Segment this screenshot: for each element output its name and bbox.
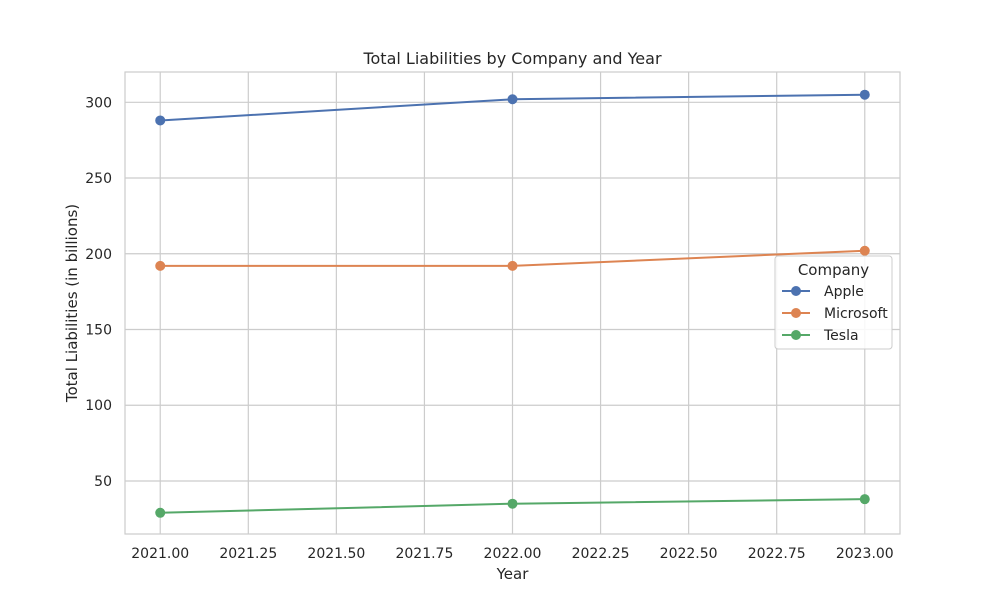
- series-tesla: [155, 494, 870, 518]
- legend-entries: Apple Microsoft Tesla: [782, 284, 888, 344]
- y-tick-label: 50: [94, 474, 112, 490]
- y-tick-label: 200: [85, 247, 112, 263]
- legend-box: [774, 255, 893, 350]
- legend-marker-apple: [791, 286, 801, 296]
- x-tick-label: 2021.25: [219, 546, 277, 562]
- y-tick-label: 100: [85, 398, 112, 414]
- y-axis-ticks: 50 100 150 200 250 300: [85, 95, 112, 490]
- data-point-tesla: [507, 498, 518, 509]
- data-point-apple: [155, 115, 166, 126]
- x-tick-label: 2021.75: [395, 546, 453, 562]
- x-tick-label: 2022.00: [484, 546, 542, 562]
- data-point-apple: [859, 89, 870, 100]
- legend-item-apple: Apple: [782, 284, 864, 300]
- y-tick-label: 300: [85, 95, 112, 111]
- x-axis-label: Year: [496, 565, 530, 583]
- legend-marker-microsoft: [791, 308, 801, 318]
- y-tick-label: 250: [85, 171, 112, 187]
- data-point-tesla: [155, 507, 166, 518]
- grid: [125, 72, 900, 534]
- legend-label-tesla: Tesla: [823, 328, 859, 344]
- data-point-apple: [507, 94, 518, 105]
- data-point-tesla: [859, 494, 870, 505]
- y-tick-label: 150: [85, 323, 112, 339]
- x-tick-label: 2023.00: [836, 546, 894, 562]
- legend-item-tesla: Tesla: [782, 328, 859, 344]
- legend-label-microsoft: Microsoft: [824, 306, 888, 322]
- x-tick-label: 2021.00: [131, 546, 189, 562]
- plot-area-frame: [124, 71, 901, 535]
- series-layer: [155, 89, 870, 518]
- series-apple: [155, 89, 870, 126]
- y-axis-label: Total Liabilities (in billions): [63, 204, 81, 403]
- data-point-microsoft: [155, 260, 166, 271]
- legend: Company Apple Microsoft Tesla: [774, 255, 893, 350]
- x-tick-label: 2022.50: [660, 546, 718, 562]
- legend-label-apple: Apple: [824, 284, 864, 300]
- x-tick-label: 2022.75: [748, 546, 806, 562]
- data-point-microsoft: [507, 260, 518, 271]
- legend-title: Company: [798, 261, 869, 279]
- x-tick-label: 2021.50: [307, 546, 365, 562]
- chart-title: Total Liabilities by Company and Year: [362, 49, 661, 68]
- data-point-microsoft: [859, 245, 870, 256]
- series-microsoft: [155, 245, 870, 271]
- legend-item-microsoft: Microsoft: [782, 306, 888, 322]
- legend-marker-tesla: [791, 330, 801, 340]
- x-tick-label: 2022.25: [572, 546, 630, 562]
- x-axis-ticks: 2021.00 2021.25 2021.50 2021.75 2022.00 2022.…: [131, 546, 893, 562]
